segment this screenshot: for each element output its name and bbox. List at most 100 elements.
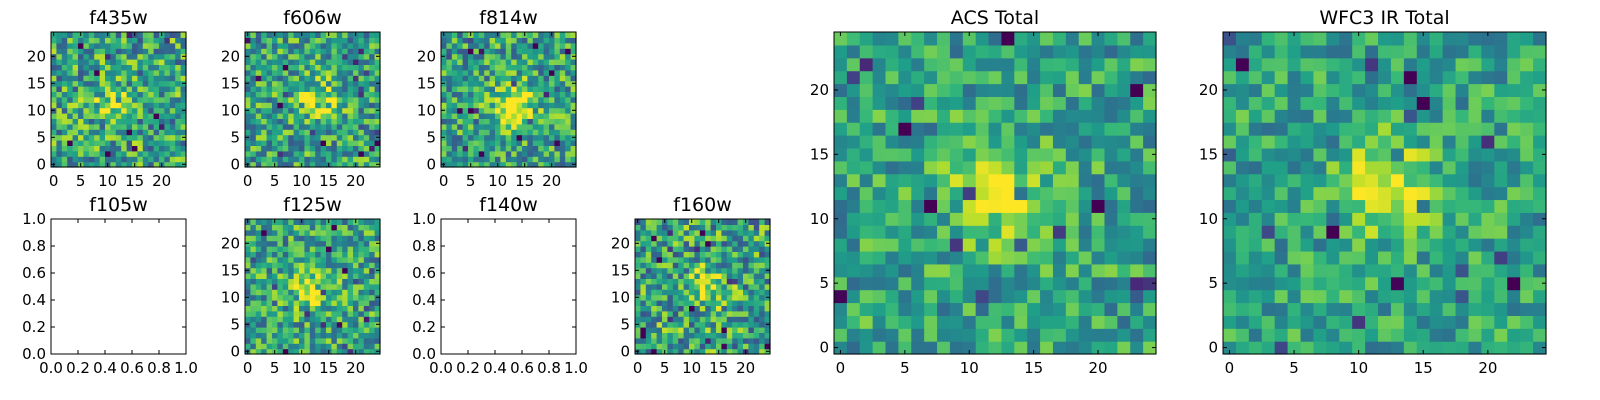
heatmap-cell	[1390, 109, 1405, 123]
heatmap-cell	[678, 224, 685, 231]
heatmap-cell	[988, 328, 1003, 342]
heatmap-cell	[699, 219, 706, 225]
heatmap-cell	[726, 219, 733, 225]
heatmap-cell	[250, 327, 257, 333]
heatmap-cell	[126, 140, 133, 146]
heatmap-cell	[250, 69, 257, 76]
heatmap-cell	[549, 91, 555, 98]
heatmap-cell	[753, 278, 760, 285]
heatmap-cell	[293, 134, 300, 141]
heatmap-cell	[500, 150, 507, 157]
heatmap-cell	[261, 150, 268, 157]
heatmap-cell	[304, 156, 311, 163]
heatmap-cell	[683, 219, 690, 225]
heatmap-cell	[1014, 341, 1028, 355]
heatmap-cell	[872, 289, 887, 304]
heatmap-cell	[1390, 70, 1405, 85]
heatmap-cell	[489, 129, 496, 136]
heatmap-cell	[705, 305, 712, 312]
heatmap-cell	[1507, 250, 1521, 265]
heatmap-cell	[846, 147, 861, 162]
heatmap-cell	[358, 37, 365, 44]
heatmap-cell	[484, 118, 491, 125]
heatmap-cell	[369, 219, 376, 225]
heatmap-cell	[358, 161, 365, 168]
heatmap-cell	[759, 219, 766, 225]
heatmap-cell	[705, 300, 712, 306]
x-tick-label: 20	[152, 172, 171, 190]
heatmap-cell	[1143, 225, 1157, 239]
heatmap-cell	[326, 337, 332, 344]
heatmap-cell	[495, 156, 501, 163]
heatmap-cell	[446, 42, 453, 49]
heatmap-cell	[277, 251, 284, 258]
heatmap-cell	[315, 256, 322, 263]
heatmap-cell	[1416, 263, 1431, 278]
heatmap-cell	[336, 235, 343, 242]
heatmap-cell	[1416, 250, 1431, 265]
heatmap-cell	[1248, 238, 1263, 252]
heatmap-cell	[159, 140, 165, 146]
heatmap-cell	[1014, 263, 1028, 278]
heatmap-cell	[1027, 225, 1041, 239]
heatmap-cell	[326, 300, 332, 306]
heatmap-cell	[299, 267, 305, 274]
heatmap-cell	[1104, 250, 1118, 265]
heatmap-cell	[126, 64, 133, 71]
x-tick-label: 0	[836, 359, 846, 377]
heatmap-cell	[121, 48, 128, 55]
heatmap-cell	[911, 96, 925, 110]
heatmap-cell	[67, 107, 74, 114]
heatmap-cell	[266, 53, 273, 60]
heatmap-cell	[949, 263, 964, 278]
heatmap-cell	[495, 59, 501, 65]
heatmap-cell	[1494, 199, 1508, 213]
heatmap-cell	[1442, 302, 1457, 316]
heatmap-cell	[898, 186, 912, 201]
heatmap-cell	[347, 273, 354, 279]
heatmap-cell	[288, 102, 295, 109]
heatmap-cell	[1326, 328, 1340, 342]
heatmap-cell	[721, 229, 728, 236]
heatmap-cell	[1429, 147, 1444, 162]
heatmap-cell	[683, 235, 690, 242]
heatmap-cell	[320, 251, 327, 258]
heatmap-cell	[88, 156, 95, 163]
heatmap-cell	[1378, 32, 1392, 46]
heatmap-cell	[1117, 238, 1131, 252]
heatmap-cell	[1442, 315, 1457, 329]
heatmap-cell	[266, 256, 273, 263]
heatmap-cell	[336, 140, 343, 146]
heatmap-cell	[451, 134, 458, 141]
heatmap-cell	[1078, 57, 1093, 72]
heatmap-cell	[1403, 160, 1418, 175]
heatmap-cell	[554, 53, 561, 60]
heatmap-cell	[67, 118, 74, 125]
heatmap-cell	[1104, 109, 1118, 123]
heatmap-cell	[911, 70, 925, 85]
heatmap-cell	[468, 37, 474, 44]
heatmap-cell	[363, 283, 370, 290]
heatmap-cell	[72, 145, 79, 152]
heatmap-cell	[462, 161, 469, 168]
heatmap-cell	[1468, 302, 1482, 316]
heatmap-cell	[1130, 212, 1144, 226]
heatmap-cell	[451, 102, 458, 109]
heatmap-cell	[358, 267, 365, 274]
heatmap-cell	[358, 343, 365, 350]
heatmap-cell	[336, 278, 343, 285]
heatmap-cell	[522, 145, 528, 152]
heatmap-cell	[846, 225, 861, 239]
heatmap-cell	[473, 102, 480, 109]
heatmap-cell	[846, 173, 861, 188]
heatmap-cell	[374, 32, 381, 38]
heatmap-cell	[737, 224, 744, 231]
heatmap-cell	[1520, 302, 1534, 316]
heatmap-cell	[1507, 173, 1521, 188]
heatmap-cell	[846, 238, 861, 252]
heatmap-cell	[473, 113, 480, 119]
heatmap-cell	[473, 91, 480, 98]
heatmap-cell	[1078, 160, 1093, 175]
x-tick-label: 15	[1414, 359, 1433, 377]
heatmap-cell	[250, 343, 257, 350]
